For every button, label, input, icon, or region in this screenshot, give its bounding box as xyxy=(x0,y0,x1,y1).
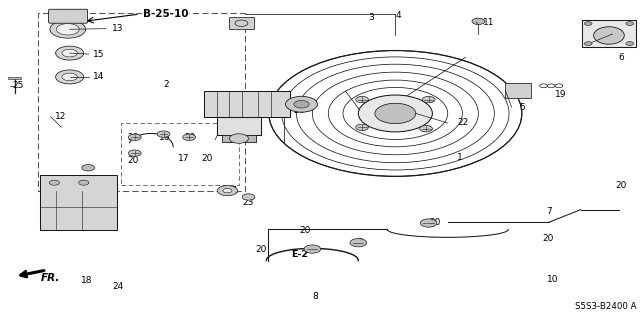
Circle shape xyxy=(626,42,634,46)
Text: S5S3-B2400 A: S5S3-B2400 A xyxy=(575,302,636,311)
Circle shape xyxy=(82,165,95,171)
Text: 20: 20 xyxy=(184,133,196,142)
Circle shape xyxy=(50,20,86,38)
Text: 4: 4 xyxy=(396,11,401,20)
Text: 18: 18 xyxy=(81,276,92,285)
Circle shape xyxy=(285,96,317,112)
Text: 6: 6 xyxy=(619,53,625,62)
Text: 20: 20 xyxy=(127,156,138,165)
Circle shape xyxy=(56,24,79,35)
Text: 20: 20 xyxy=(202,154,213,163)
Circle shape xyxy=(56,70,84,84)
Circle shape xyxy=(350,239,367,247)
Text: 25: 25 xyxy=(12,81,24,90)
Circle shape xyxy=(584,22,592,26)
Bar xyxy=(229,17,253,29)
Bar xyxy=(8,77,21,79)
Text: 22: 22 xyxy=(600,38,611,47)
Circle shape xyxy=(157,131,170,137)
Text: 10: 10 xyxy=(547,275,558,284)
Text: 9: 9 xyxy=(357,238,363,247)
Text: 20: 20 xyxy=(430,218,441,227)
Circle shape xyxy=(356,96,369,103)
Circle shape xyxy=(62,49,77,57)
Bar xyxy=(216,117,261,135)
FancyBboxPatch shape xyxy=(40,175,117,230)
Ellipse shape xyxy=(594,27,624,44)
Text: 19: 19 xyxy=(555,90,566,99)
Circle shape xyxy=(356,124,369,130)
Text: 15: 15 xyxy=(93,49,105,59)
Text: 20: 20 xyxy=(300,226,311,235)
Text: 17: 17 xyxy=(178,154,189,163)
Text: 3: 3 xyxy=(368,13,374,22)
Circle shape xyxy=(182,134,195,140)
Bar xyxy=(505,83,531,98)
Circle shape xyxy=(420,126,433,132)
Text: FR.: FR. xyxy=(40,273,60,283)
Text: B-25-10: B-25-10 xyxy=(143,9,188,19)
Text: 21: 21 xyxy=(227,186,239,195)
Circle shape xyxy=(129,150,141,156)
Text: 20: 20 xyxy=(542,234,554,243)
FancyBboxPatch shape xyxy=(49,9,88,23)
Circle shape xyxy=(358,95,433,132)
Circle shape xyxy=(422,96,435,103)
Circle shape xyxy=(129,134,141,140)
Bar xyxy=(38,13,245,191)
Text: E-2: E-2 xyxy=(291,250,308,259)
Text: 26: 26 xyxy=(293,106,305,115)
Circle shape xyxy=(242,194,255,200)
Circle shape xyxy=(420,219,437,227)
Circle shape xyxy=(304,245,321,253)
Bar xyxy=(221,135,256,142)
Text: 20: 20 xyxy=(127,133,138,142)
Circle shape xyxy=(56,46,84,60)
Text: 16: 16 xyxy=(159,133,171,142)
Text: 23: 23 xyxy=(242,198,253,207)
Circle shape xyxy=(584,42,592,46)
Bar xyxy=(582,20,636,48)
Circle shape xyxy=(217,186,237,196)
Circle shape xyxy=(626,22,634,26)
Text: 22: 22 xyxy=(458,118,468,128)
Bar xyxy=(204,91,290,117)
Text: 11: 11 xyxy=(483,18,494,27)
Text: 20: 20 xyxy=(255,245,266,254)
Text: 13: 13 xyxy=(113,24,124,33)
Text: 5: 5 xyxy=(519,103,525,112)
Text: 2: 2 xyxy=(164,80,169,89)
Text: 12: 12 xyxy=(55,112,67,121)
Circle shape xyxy=(472,18,484,25)
Circle shape xyxy=(223,189,232,193)
Text: 24: 24 xyxy=(113,282,124,291)
Circle shape xyxy=(375,103,416,123)
Circle shape xyxy=(62,73,77,81)
Text: 7: 7 xyxy=(547,207,552,216)
Circle shape xyxy=(49,180,60,185)
Bar xyxy=(121,123,239,185)
Text: 1: 1 xyxy=(458,153,463,162)
Circle shape xyxy=(229,134,248,143)
Text: 20: 20 xyxy=(615,181,627,190)
Circle shape xyxy=(79,180,89,185)
Circle shape xyxy=(294,100,309,108)
Text: 14: 14 xyxy=(93,72,105,81)
Text: 8: 8 xyxy=(312,292,318,300)
